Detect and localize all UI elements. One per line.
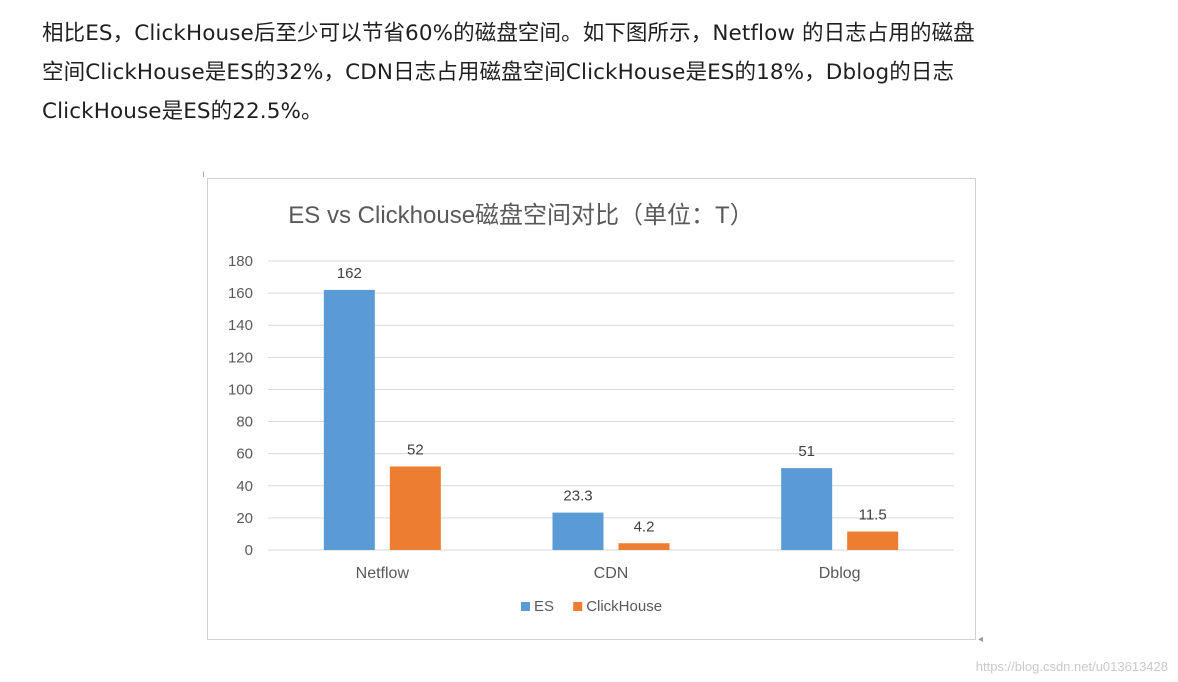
- bar-clickhouse-netflow: [389, 466, 441, 550]
- resize-handle-icon: ◂: [977, 634, 983, 645]
- data-label: 11.5: [859, 507, 887, 524]
- legend-swatch: [573, 602, 583, 611]
- y-tick-label: 180: [228, 253, 253, 270]
- x-tick-label: Netflow: [356, 565, 410, 582]
- y-tick-label: 40: [236, 478, 253, 495]
- intro-line-1: 相比ES，ClickHouse后至少可以节省60%的磁盘空间。如下图所示，Net…: [42, 21, 975, 46]
- data-label: 52: [407, 442, 424, 459]
- intro-line-3: ClickHouse是ES的22.5%。: [42, 99, 323, 124]
- legend-label: ES: [534, 598, 554, 615]
- data-label: 23.3: [563, 488, 592, 505]
- label-layer: 162 52 Netflow 23.3 4.2 CDN 51 11.5 Dblog: [337, 265, 887, 582]
- bar-clickhouse-cdn: [618, 543, 670, 550]
- data-label: 4.2: [634, 518, 655, 535]
- legend: ES ClickHouse: [521, 598, 662, 615]
- legend-swatch: [521, 602, 530, 611]
- bar-chart: ES vs Clickhouse磁盘空间对比（单位：T） 0 20 40 60 80 10…: [228, 202, 954, 615]
- chart-title: ES vs Clickhouse磁盘空间对比（单位：T）: [288, 202, 753, 229]
- bar-es-cdn: [552, 512, 604, 550]
- y-tick-label: 100: [228, 381, 253, 398]
- x-tick-label: Dblog: [819, 565, 861, 582]
- resize-handle-icon: ı: [202, 169, 205, 180]
- intro-paragraph: 相比ES，ClickHouse后至少可以节省60%的磁盘空间。如下图所示，Net…: [42, 14, 1152, 131]
- grid-layer: 0 20 40 60 80 100 120 140 160 180: [228, 253, 954, 559]
- intro-line-2: 空间ClickHouse是ES的32%，CDN日志占用磁盘空间ClickHous…: [42, 60, 955, 85]
- chart-frame: ı ◂ ES vs Clickhouse磁盘空间对比（单位：T） 0 20 40 60…: [202, 169, 983, 645]
- bar-es-netflow: [323, 289, 375, 550]
- data-label: 162: [337, 265, 362, 282]
- bar-layer: [323, 289, 899, 550]
- legend-label: ClickHouse: [586, 598, 662, 615]
- y-tick-label: 140: [228, 317, 253, 334]
- watermark: https://blog.csdn.net/u013613428: [975, 659, 1168, 674]
- data-label: 51: [798, 443, 815, 460]
- bar-clickhouse-dblog: [847, 531, 899, 550]
- x-tick-label: CDN: [594, 565, 629, 582]
- y-tick-label: 160: [228, 285, 253, 302]
- y-tick-label: 20: [236, 510, 253, 527]
- y-tick-label: 60: [236, 446, 253, 463]
- y-tick-label: 80: [236, 414, 253, 431]
- y-tick-label: 120: [228, 349, 253, 366]
- y-tick-label: 0: [245, 542, 253, 559]
- bar-es-dblog: [781, 468, 833, 550]
